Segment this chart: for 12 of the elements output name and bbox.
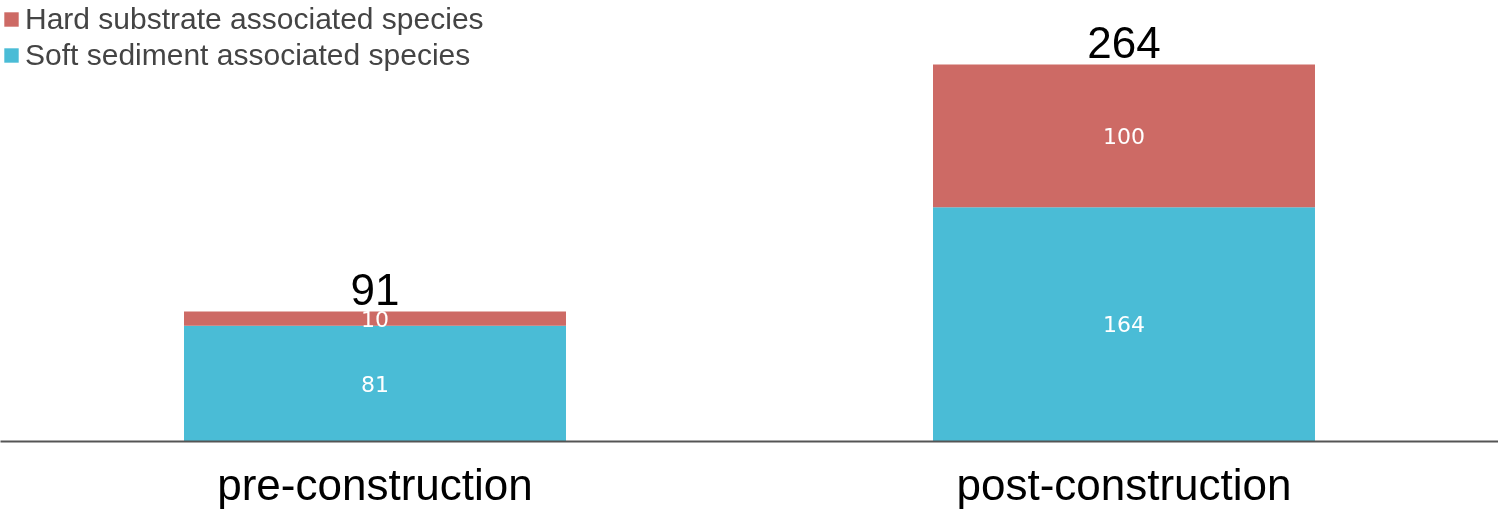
x-tick-label: post-construction (956, 459, 1292, 509)
legend-label: Hard substrate associated species (25, 2, 484, 36)
bar (933, 64, 1315, 208)
bar (184, 325, 566, 442)
total-label: 264 (1087, 17, 1161, 67)
data-label: 100 (1103, 123, 1145, 149)
data-label: 81 (361, 371, 389, 397)
x-tick-label: pre-construction (217, 459, 533, 509)
bar (933, 207, 1315, 442)
legend-label: Soft sediment associated species (25, 38, 471, 72)
bar (184, 311, 566, 326)
data-label: 164 (1103, 312, 1145, 338)
